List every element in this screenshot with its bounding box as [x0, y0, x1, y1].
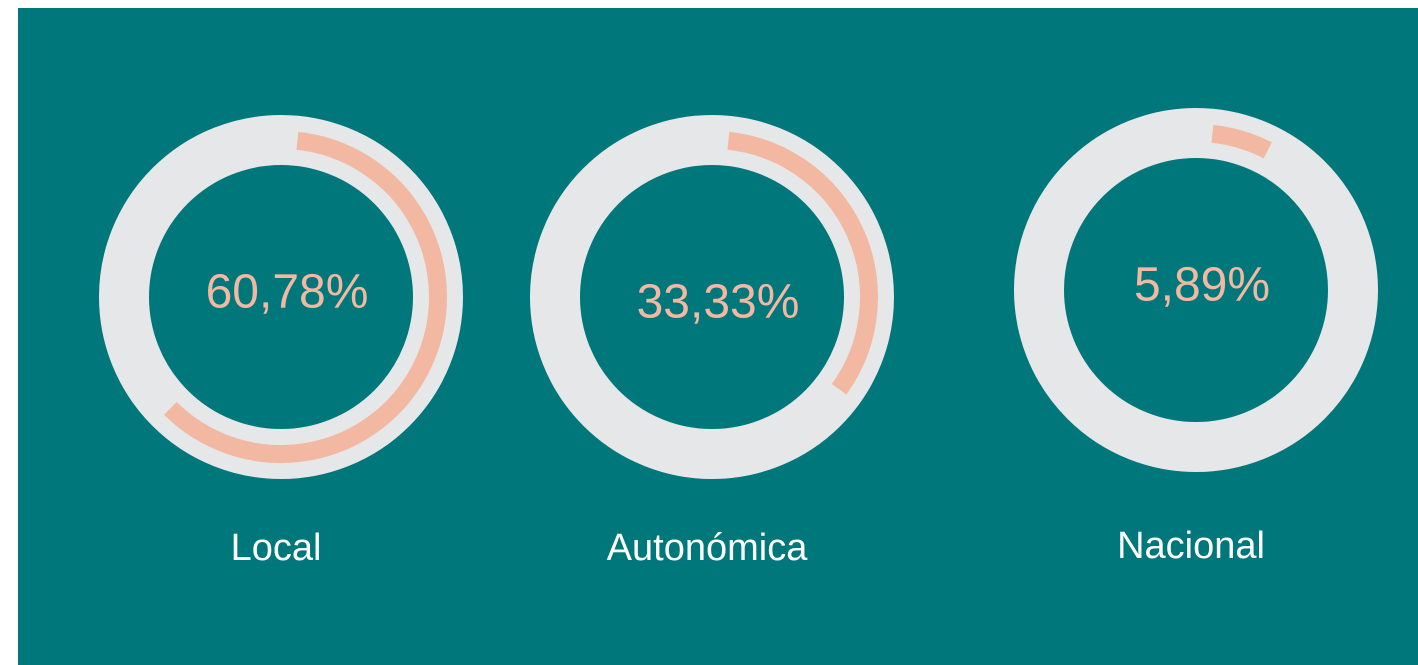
gauge-arc: [1211, 124, 1272, 159]
value-label: 60,78%: [206, 266, 369, 319]
value-label: 5,89%: [1134, 259, 1270, 312]
gauge-arc: [164, 131, 447, 463]
value-label: 33,33%: [637, 276, 800, 329]
gauge-arc: [727, 131, 878, 395]
gauge-track: [1014, 108, 1378, 472]
category-label: Autonómica: [607, 527, 809, 569]
category-label: Local: [231, 527, 322, 569]
category-label: Nacional: [1117, 525, 1265, 567]
